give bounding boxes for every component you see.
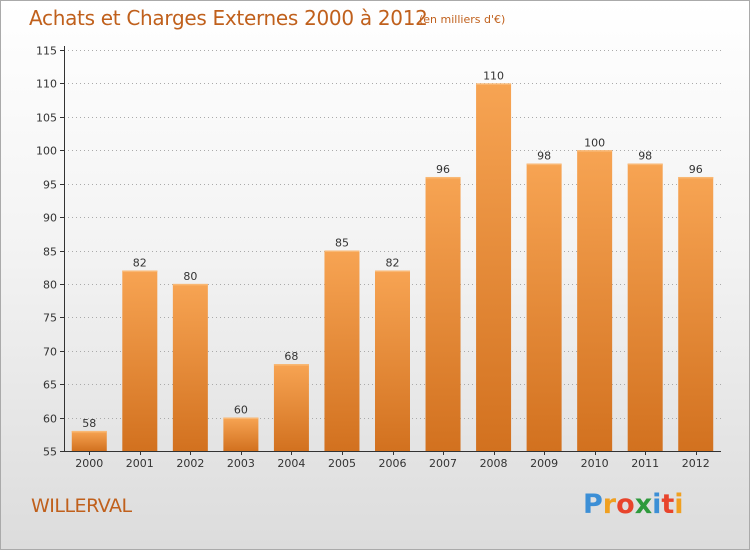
labels: 55 60 65 70 75 80 85 90 95 100 105 110 115 58 2000 82 20… [36,45,710,471]
bar-highlight [577,150,613,152]
y-tick-label: 115 [36,45,57,58]
y-tick-label: 95 [43,179,57,192]
data-label: 96 [436,163,450,176]
bar [223,417,259,451]
x-tick-label: 2010 [581,457,609,470]
x-tick-label: 2006 [379,457,407,470]
x-tick-label: 2000 [75,457,103,470]
brand-logo-letter: i [674,489,684,520]
y-tick-label: 110 [36,78,57,91]
brand-logo-letter: P [583,489,603,520]
data-label: 82 [133,257,147,270]
bar [324,250,360,451]
data-label: 110 [483,69,504,82]
bar [526,163,562,451]
data-label: 58 [82,417,96,430]
brand-logo-letter: x [634,489,653,520]
bar-highlight [273,364,309,366]
y-tick-label: 85 [43,246,57,259]
y-tick-label: 60 [43,413,57,426]
bar-highlight [425,176,461,179]
x-tick-label: 2012 [682,457,710,470]
brand-logo-letter: t [661,489,675,520]
data-label: 98 [638,150,652,163]
x-tick-label: 2001 [126,457,154,470]
y-tick-label: 75 [43,312,57,325]
bar [627,163,663,451]
y-tick-label: 100 [36,145,57,158]
bar-highlight [375,270,410,273]
x-tick-label: 2009 [530,457,558,470]
x-tick-label: 2008 [480,457,508,470]
x-tick-label: 2004 [277,457,305,470]
x-tick-label: 2007 [429,457,457,470]
y-tick-label: 65 [43,379,57,392]
bar-highlight [324,250,360,252]
bar [71,430,107,451]
chart-title: Achats et Charges Externes 2000 à 2012 [29,6,428,30]
data-label: 68 [284,350,298,363]
bar [425,176,461,451]
brand-logo: Proxiti [583,489,684,520]
bar-highlight [476,83,512,85]
x-tick-label: 2002 [176,457,204,470]
brand-logo-letter: i [652,489,662,520]
brand-logo-letter: o [616,489,635,520]
bar [678,176,714,451]
bar-highlight [678,176,714,179]
bars [71,83,714,452]
bar [476,83,512,452]
bar [122,270,158,451]
data-label: 82 [386,257,400,270]
y-tick-label: 55 [43,446,57,459]
data-label: 80 [183,270,197,283]
bar [375,270,410,451]
y-tick-label: 70 [43,346,57,359]
bar-highlight [122,270,158,273]
bar-highlight [223,417,259,420]
data-label: 98 [537,150,551,163]
bar-highlight [526,163,562,166]
bar-highlight [71,430,107,433]
data-label: 60 [234,404,248,417]
place-name: WILLERVAL [31,495,132,517]
data-label: 85 [335,237,349,250]
x-tick-label: 2005 [328,457,356,470]
bar-highlight [627,163,663,166]
bar [172,283,208,451]
x-tick-label: 2011 [631,457,659,470]
chart-subtitle: (en milliers d'€) [419,13,506,26]
y-tick-label: 90 [43,212,57,225]
y-tick-label: 80 [43,279,57,292]
data-label: 96 [689,163,703,176]
brand-logo-letter: r [602,489,617,520]
bar [273,364,309,451]
axes [60,46,721,455]
x-tick-label: 2003 [227,457,255,470]
bar-highlight [172,283,208,286]
bar [577,150,613,451]
y-tick-label: 105 [36,112,57,125]
data-label: 100 [584,136,605,149]
